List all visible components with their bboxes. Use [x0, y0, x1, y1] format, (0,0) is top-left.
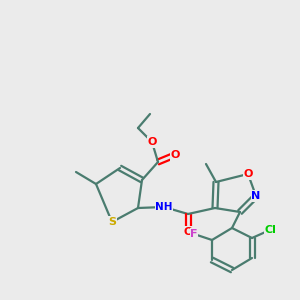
Text: O: O [243, 169, 253, 179]
Text: NH: NH [155, 202, 173, 212]
Text: Cl: Cl [264, 225, 276, 235]
Text: O: O [147, 137, 157, 147]
Text: O: O [183, 227, 193, 237]
Text: N: N [251, 191, 261, 201]
Text: S: S [108, 217, 116, 227]
Text: O: O [170, 150, 180, 160]
Text: F: F [190, 229, 198, 239]
